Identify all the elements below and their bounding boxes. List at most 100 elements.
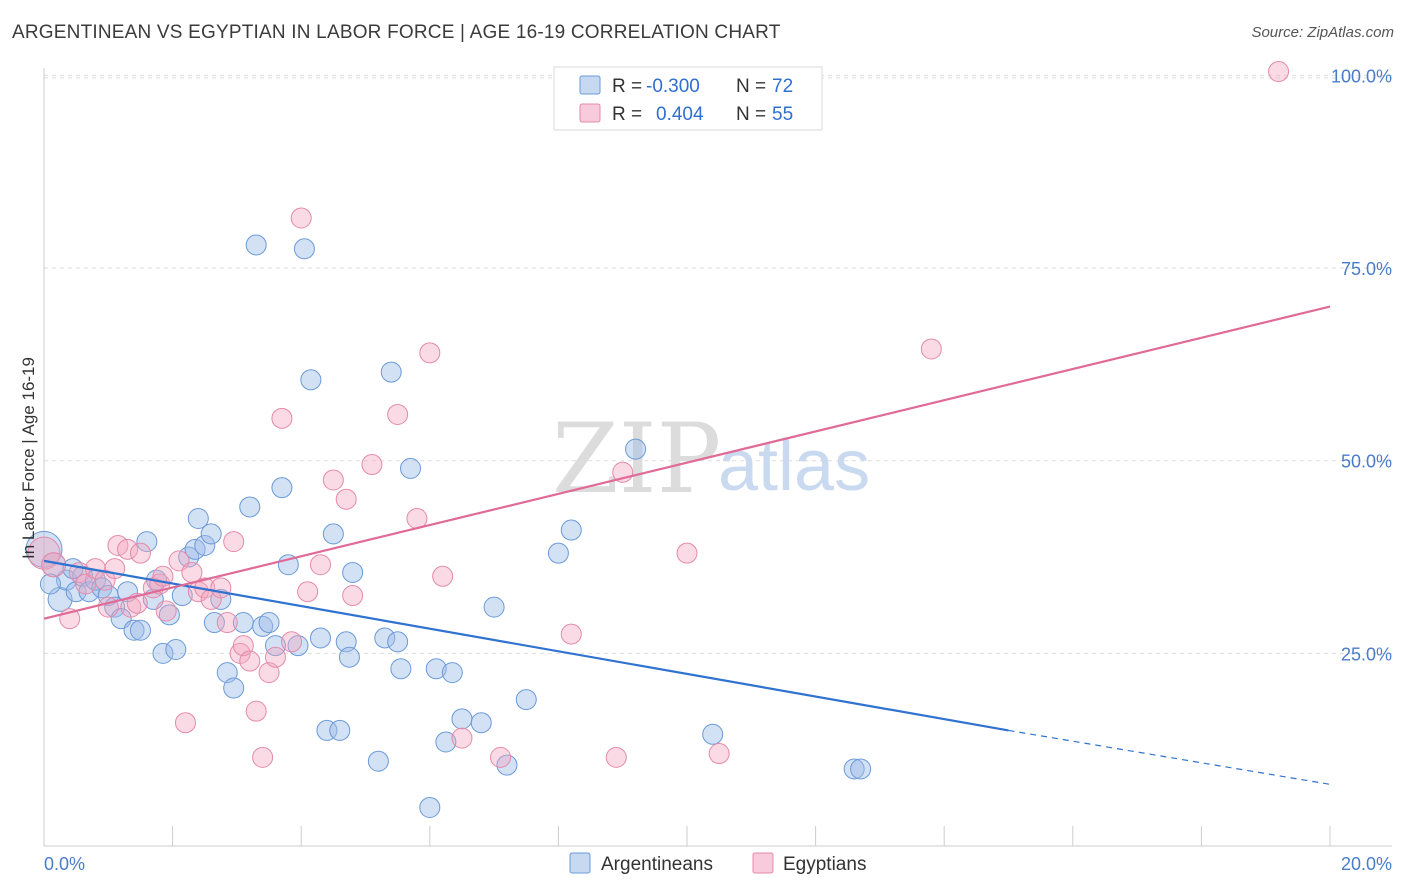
argentineans-point [483,596,505,618]
egyptians-point [920,338,942,360]
argentineans-point [367,750,389,772]
legend-n-label-1: N = [736,76,766,97]
bottom-legend-label-argentineans: Argentineans [601,854,713,875]
egyptians-trend-line [43,305,1331,620]
egyptians-point [490,746,512,768]
egyptians-point [239,650,261,672]
argentineans-point [203,612,225,634]
argentineans-point [165,639,187,660]
argentineans-point [123,619,145,641]
egyptians-point [210,577,232,599]
egyptians-point [432,565,454,587]
egyptians-point [232,635,254,657]
trend-lines [43,305,1331,785]
argentineans-point [245,234,267,256]
legend-r-label-2: R = [612,104,642,125]
legend-swatch-egyptians [579,103,601,123]
egyptians-point [342,585,364,607]
egyptians-point [252,746,274,768]
argentineans-point [287,635,309,657]
argentineans-point [843,758,865,780]
argentineans-point [470,712,492,734]
egyptians-point [361,454,383,476]
argentineans-point [335,631,357,653]
argentineans-point [39,573,61,595]
egyptians-point [117,538,139,560]
argentineans-point [152,642,174,664]
legend-n-label-2: N = [736,104,766,125]
argentineans-point [194,534,216,556]
egyptians-point [271,407,293,429]
argentineans-point [425,658,447,680]
egyptians-point [174,712,196,734]
argentineans-point [129,619,151,641]
bottom-legend-label-egyptians: Egyptians [783,854,866,875]
egyptians-point [335,488,357,510]
egyptians-point [155,600,177,622]
argentineans-point [187,508,209,529]
egyptians-point [322,469,344,491]
series-legend: Argentineans Egyptians [569,852,866,875]
egyptians-point [451,727,473,749]
argentineans-point [264,635,286,657]
legend-n-value-1: 72 [772,76,793,97]
egyptians-point [708,743,730,765]
egyptians-point [258,662,280,684]
egyptians-point [560,623,582,645]
y-axis-title: In Labor Force | Age 16-19 [19,357,38,559]
x-tick-label-min: 0.0% [44,854,85,874]
watermark: ZIP atlas [552,403,870,515]
egyptians-point [309,554,331,576]
egyptians-point [264,646,286,668]
y-tick-label: 100.0% [1331,66,1392,86]
legend-r-value-2: 0.404 [656,104,704,125]
egyptians-point [216,612,238,634]
argentineans-point [293,238,315,260]
argentineans-point [702,723,724,745]
argentineans-point [560,519,582,541]
egyptians-point [1268,61,1290,83]
egyptians-point [297,581,319,603]
argentineans-point [300,369,322,391]
argentineans-point [200,523,222,545]
argentineans-trend-extension [1008,729,1331,785]
legend-r-value-1: -0.300 [646,76,700,97]
argentineans-point [850,758,872,780]
egyptians-point [605,746,627,768]
argentineans-point [515,689,537,711]
argentineans-point [380,361,402,383]
argentineans-point [400,457,422,479]
bottom-legend-swatch-egyptians [752,852,774,874]
argentineans-point [374,627,396,649]
y-tick-label: 75.0% [1341,259,1392,279]
egyptians-point [387,403,409,425]
bottom-legend-swatch-argentineans [569,852,591,874]
argentineans-point [390,658,412,680]
argentineans-point [252,615,274,637]
egyptians-point [419,342,441,364]
watermark-atlas: atlas [718,426,870,506]
y-tick-label: 50.0% [1341,452,1392,472]
x-tick-label-max: 20.0% [1341,854,1392,874]
argentineans-point [329,719,351,741]
argentineans-point [451,708,473,730]
argentineans-point [158,604,180,626]
legend-swatch-argentineans [579,75,601,95]
series-argentineans [25,234,872,818]
egyptians-point [129,542,151,564]
chart-title: ARGENTINEAN VS EGYPTIAN IN LABOR FORCE |… [12,22,781,43]
argentineans-point [258,612,280,634]
argentineans-trend-line [43,559,1009,732]
egyptians-point [245,700,267,722]
argentineans-point [547,542,569,564]
source-label: Source: ZipAtlas.com [1251,24,1394,41]
legend-n-value-2: 55 [772,104,793,125]
egyptians-point [223,531,245,553]
argentineans-point [441,662,463,684]
axes: 25.0% 50.0% 75.0% 100.0% [43,66,1392,847]
argentineans-point [338,646,360,668]
argentineans-point [216,662,238,684]
argentineans-point [419,796,441,818]
argentineans-point [136,531,158,553]
